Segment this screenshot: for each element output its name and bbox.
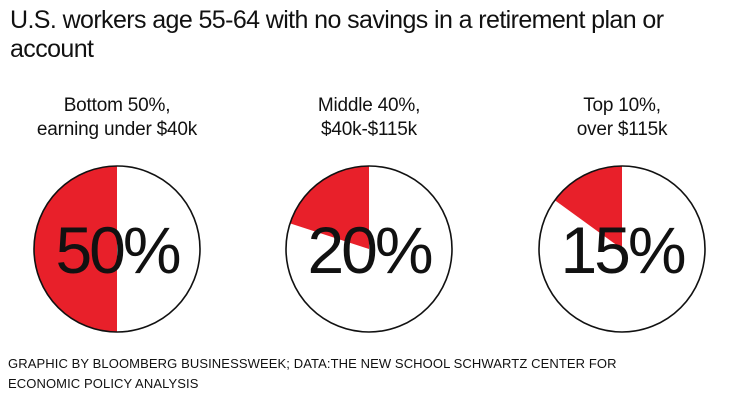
pie-label-middle-40: Middle 40%, $40k-$115k [249, 94, 489, 142]
pie-slice [34, 166, 117, 332]
pie-group-top-10: Top 10%, over $115k 15% [502, 94, 740, 344]
pie-outline [285, 165, 453, 333]
pie-chart-middle-40: 20% [285, 165, 453, 333]
pie-outline [538, 165, 706, 333]
pie-group-middle-40: Middle 40%, $40k-$115k 20% [249, 94, 489, 344]
pie-slice [554, 166, 622, 249]
pie-value-label: 15% [560, 213, 684, 287]
pie-chart-top-10: 15% [538, 165, 706, 333]
source-credit-line-2: ECONOMIC POLICY ANALYSIS [8, 376, 199, 391]
pie-label-top-10: Top 10%, over $115k [502, 94, 740, 142]
pie-value-label: 20% [307, 213, 431, 287]
pie-value-label: 50% [55, 213, 179, 287]
pie-label-line-1: Top 10%, [583, 95, 661, 116]
pie-chart-bottom-50: 50% [33, 165, 201, 333]
chart-title: U.S. workers age 55-64 with no savings i… [10, 6, 664, 63]
pie-label-line-2: over $115k [576, 119, 668, 140]
pie-group-bottom-50: Bottom 50%, earning under $40k 50% [0, 94, 237, 344]
pie-outline [33, 165, 201, 333]
source-credit-line-1: GRAPHIC BY BLOOMBERG BUSINESSWEEK; DATA:… [8, 356, 617, 371]
pie-label-line-1: Middle 40%, [317, 95, 421, 116]
pie-slice [290, 166, 369, 249]
pie-label-line-2: $40k-$115k [321, 119, 417, 140]
source-credit: GRAPHIC BY BLOOMBERG BUSINESSWEEK; DATA:… [8, 354, 728, 394]
pie-label-line-1: Bottom 50%, [63, 95, 171, 116]
pie-label-line-2: earning under $40k [36, 119, 198, 140]
pie-label-bottom-50: Bottom 50%, earning under $40k [0, 94, 237, 142]
